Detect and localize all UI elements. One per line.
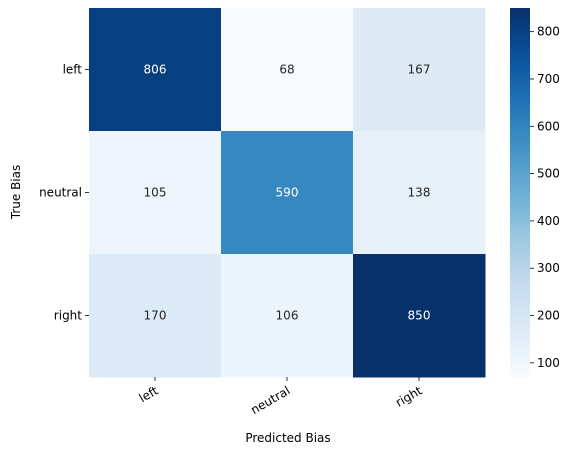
x-axis-label: Predicted Bias — [245, 431, 330, 445]
cell-value-label: 167 — [408, 63, 431, 77]
heatmap-cell — [353, 8, 486, 132]
heatmap-cells: 806 68 167 105 590 138 170 106 850 — [89, 8, 486, 378]
heatmap-cell — [89, 254, 222, 378]
colorbar-tick-label: 400 — [537, 214, 560, 228]
y-tick-label: neutral — [39, 186, 82, 200]
colorbar-tick-label: 700 — [537, 72, 560, 86]
x-tick-label: neutral — [248, 383, 292, 417]
cell-value-label: 68 — [279, 63, 294, 77]
x-tick-label: left — [137, 383, 161, 405]
cell-value-label: 170 — [144, 309, 167, 323]
y-axis-label: True Bias — [9, 165, 23, 220]
colorbar-tick-label: 300 — [537, 261, 560, 275]
colorbar-ticks: 100 200 300 400 500 600 700 800 — [530, 25, 560, 370]
colorbar-tick-label: 100 — [537, 356, 560, 370]
y-tick-label: right — [54, 309, 82, 323]
heatmap-cell — [353, 131, 486, 255]
cell-value-label: 850 — [408, 309, 431, 323]
heatmap-cell — [221, 131, 354, 255]
colorbar-tick-label: 200 — [537, 309, 560, 323]
y-axis-ticks: left neutral right — [39, 63, 89, 323]
colorbar-tick-label: 600 — [537, 119, 560, 133]
y-tick-label: left — [63, 63, 83, 77]
cell-value-label: 806 — [144, 63, 167, 77]
cell-value-label: 106 — [276, 309, 299, 323]
cell-value-label: 590 — [276, 186, 299, 200]
cell-value-label: 105 — [144, 186, 167, 200]
x-tick-label: right — [393, 383, 425, 409]
heatmap-cell — [89, 8, 222, 132]
colorbar: 100 200 300 400 500 600 700 800 — [510, 8, 560, 378]
colorbar-tick-label: 500 — [537, 167, 560, 181]
colorbar-gradient — [510, 8, 530, 378]
cell-value-label: 138 — [408, 186, 431, 200]
x-axis-ticks: left neutral right — [137, 377, 425, 417]
colorbar-tick-label: 800 — [537, 25, 560, 39]
heatmap-cell — [221, 8, 354, 132]
heatmap-cell — [221, 254, 354, 378]
heatmap-cell — [89, 131, 222, 255]
heatmap-cell — [353, 254, 486, 378]
